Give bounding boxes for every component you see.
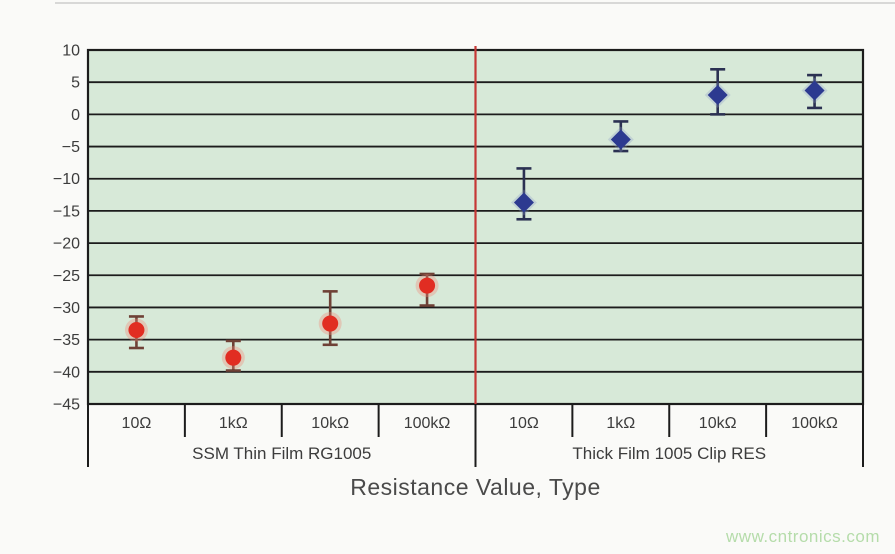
x-group-label: Thick Film 1005 Clip RES — [572, 444, 766, 463]
data-point-marker-diamond — [804, 80, 825, 101]
y-tick-label: −40 — [53, 364, 80, 381]
x-axis-title: Resistance Value, Type — [350, 474, 601, 500]
data-point-marker-circle — [128, 321, 145, 338]
y-tick-label: −20 — [53, 236, 80, 253]
data-point-marker-diamond — [610, 129, 631, 150]
y-tick-label: 5 — [71, 75, 80, 92]
y-tick-label: −45 — [53, 397, 80, 414]
y-tick-label: −30 — [53, 300, 80, 317]
x-category-label: 100kΩ — [404, 415, 451, 432]
y-tick-label: −35 — [53, 332, 80, 349]
x-category-label: 1kΩ — [606, 415, 635, 432]
data-point-marker-diamond — [513, 192, 534, 213]
x-category-label: 10kΩ — [699, 415, 737, 432]
x-category-label: 10Ω — [122, 415, 152, 432]
watermark: www.cntronics.com — [726, 527, 880, 546]
x-category-label: 10Ω — [509, 415, 539, 432]
x-category-label: 10kΩ — [311, 415, 349, 432]
x-category-label: 1kΩ — [219, 415, 248, 432]
x-group-label: SSM Thin Film RG1005 — [192, 444, 371, 463]
y-tick-label: −25 — [53, 268, 80, 285]
y-tick-label: −10 — [53, 171, 80, 188]
y-tick-label: −15 — [53, 203, 80, 220]
data-point-marker-circle — [419, 277, 436, 294]
data-point-marker-circle — [322, 315, 339, 332]
y-tick-label: 0 — [71, 107, 80, 124]
y-tick-label: −5 — [62, 139, 80, 156]
y-tick-label: 10 — [62, 43, 80, 60]
data-point-marker-circle — [225, 349, 242, 366]
data-point-marker-diamond — [707, 85, 728, 106]
x-category-label: 100kΩ — [791, 415, 838, 432]
